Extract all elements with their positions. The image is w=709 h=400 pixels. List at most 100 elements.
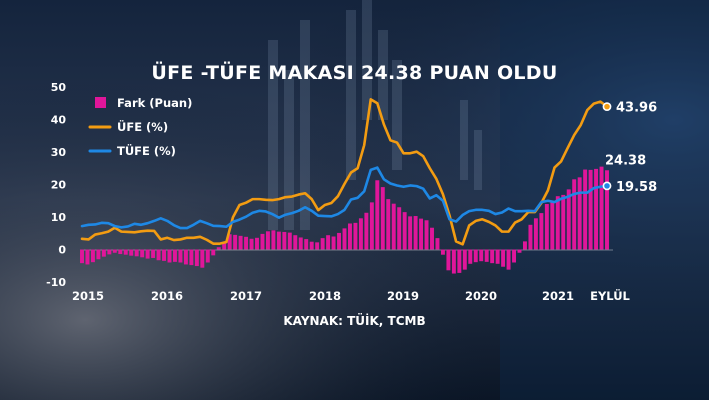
fark-bar [358,218,363,250]
fark-bar [457,249,462,273]
fark-bar [238,235,243,250]
fark-bar [320,238,325,250]
y-tick-label: 10 [51,211,67,224]
chart-title: ÜFE -TÜFE MAKASI 24.38 PUAN OLDU [151,62,558,84]
x-tick-label: 2016 [151,289,183,303]
fark-bar [101,249,106,257]
fark-bar [112,249,117,253]
fark-bar [386,199,391,250]
fark-bar [402,212,407,250]
fark-bar [134,249,139,257]
fark-bar [331,236,336,250]
x-tick-label: EYLÜL [590,288,630,303]
fark-bar [326,235,331,250]
fark-bar [566,189,571,250]
fark-bar [468,249,473,264]
y-tick-label: 50 [51,81,67,94]
fark-bar [555,196,560,250]
x-tick-label: 2018 [309,289,341,303]
fark-bar [419,218,424,250]
fark-bar [265,231,270,250]
fark-bar [205,249,210,263]
fark-bar [495,249,500,264]
fark-bar [129,249,134,256]
end-labels: 43.96 19.58 24.38 [602,101,657,195]
legend: Fark (Puan) ÜFE (%) TÜFE (%) [88,96,192,158]
fark-bar [348,223,352,250]
fark-bar [249,238,254,250]
fark-bar [260,233,265,250]
fark-bar [282,231,287,250]
fark-bar [96,249,101,260]
fark-bar [533,218,538,250]
fark-bar [588,169,593,250]
fark-bar [572,179,577,250]
fark-bar [550,201,555,250]
fark-bar [506,249,511,270]
fark-bar [391,203,396,250]
fark-bar [539,213,544,250]
fark-bar [140,249,145,258]
fark-bar [244,236,249,250]
fark-bar [304,239,309,250]
fark-end-label: 24.38 [605,153,646,168]
fark-bar [183,249,188,265]
x-tick-label: 2015 [72,289,104,303]
fark-bar [189,249,194,266]
x-tick-label: 2021 [542,289,574,303]
fark-bar [413,216,418,250]
x-axis: 2015 2016 2017 2018 2019 2020 2021 EYLÜL [72,288,631,303]
fark-bar [293,235,298,250]
legend-label: ÜFE (%) [117,119,168,134]
fark-bar [194,249,199,267]
fark-bar [156,249,161,261]
fark-bar [271,230,276,250]
fark-bar [118,249,123,255]
ufe-line [80,98,609,246]
fark-bar [173,249,177,262]
fark-bar [528,224,533,250]
fark-bar [369,202,374,250]
fark-bar [512,249,516,263]
x-tick-label: 2019 [387,289,419,303]
y-tick-label: 0 [58,244,66,257]
fark-bar [167,249,172,263]
fark-bar [435,238,440,250]
fark-bar [430,227,434,250]
fark-bar [599,166,604,250]
fark-bar [484,249,489,262]
fark-bars [80,166,609,274]
fark-bar [490,249,495,264]
legend-swatch [95,97,106,108]
fark-bar [80,249,84,264]
series-lines [80,98,609,246]
fark-bar [353,222,358,250]
y-axis: 50 40 30 20 10 0 -10 [46,81,66,289]
fark-bar [446,249,451,271]
fark-bar [523,241,527,250]
source-note: KAYNAK: TÜİK, TCMB [283,314,426,328]
fark-bar [397,207,402,250]
fark-bar [479,249,484,262]
y-tick-label: 20 [51,179,67,192]
fark-bar [501,249,506,267]
fark-bar [227,234,232,250]
fark-bar [276,231,281,250]
fark-bar [364,212,369,250]
fark-bar [151,249,156,258]
x-tick-label: 2020 [465,289,497,303]
fark-bar [594,168,599,250]
tufe-end-label: 19.58 [616,180,657,195]
fark-bar [462,249,467,270]
fark-bar [162,249,166,261]
fark-bar [375,180,380,250]
tufe-line [80,166,609,230]
fark-bar [544,204,549,250]
fark-bar [408,216,413,250]
fark-bar [200,249,205,268]
fark-bar [178,249,183,263]
fark-bar [337,232,341,250]
fark-bar [90,249,95,263]
